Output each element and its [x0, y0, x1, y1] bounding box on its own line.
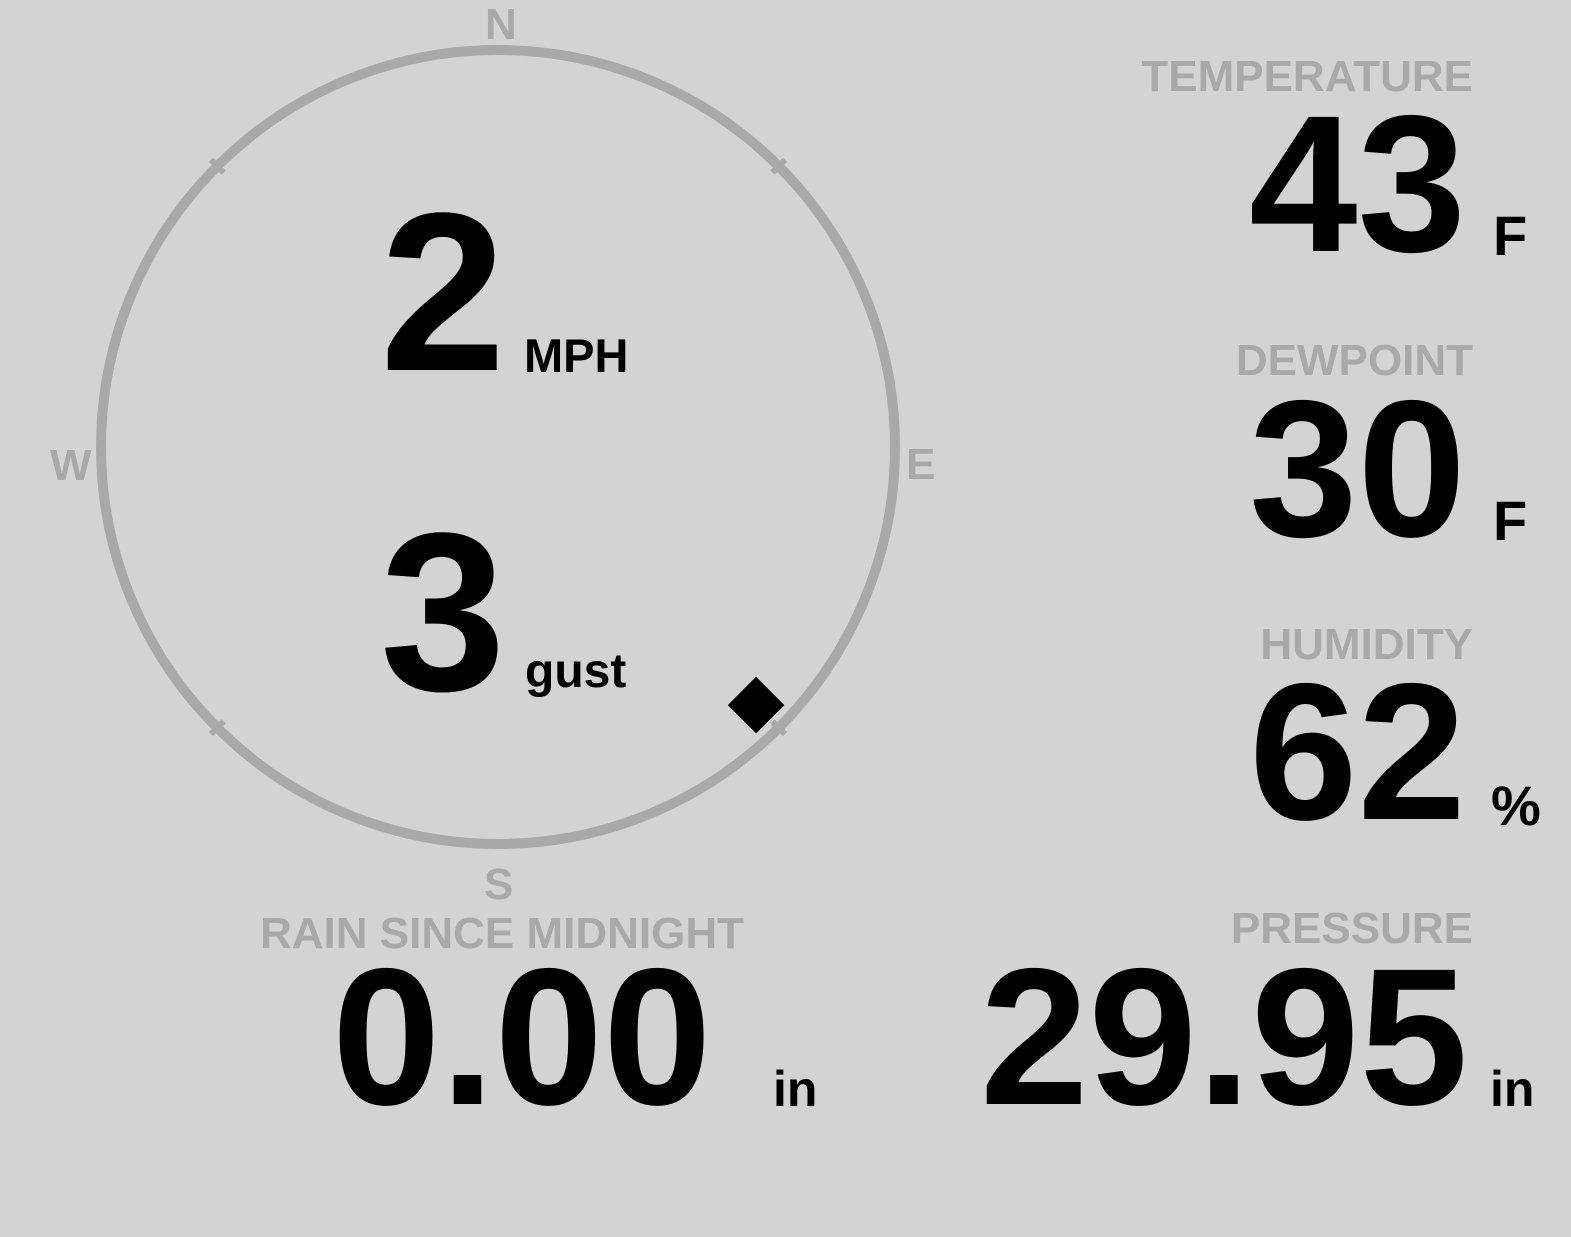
humidity-value: 62 [1249, 643, 1466, 861]
dewpoint-value: 30 [1249, 360, 1466, 578]
rain-label: RAIN SINCE MIDNIGHT [260, 909, 744, 958]
compass-north-label: N [485, 0, 517, 49]
compass-east-label: E [906, 440, 936, 489]
compass-tick [208, 719, 226, 737]
compass-tick [770, 157, 788, 175]
temperature-unit: F [1493, 204, 1528, 267]
wind-direction-marker-icon [727, 676, 785, 734]
pressure-label: PRESSURE [1230, 904, 1473, 953]
dewpoint-unit: F [1493, 489, 1528, 552]
dewpoint-label: DEWPOINT [1235, 336, 1473, 385]
humidity-label: HUMIDITY [1260, 620, 1473, 669]
compass-west-label: W [50, 441, 92, 490]
wind-gust-unit: gust [525, 645, 627, 698]
pressure-unit: in [1490, 1061, 1535, 1117]
wind-gust-value: 3 [380, 485, 506, 738]
wind-speed-unit: MPH [524, 329, 629, 382]
temperature-value: 43 [1249, 75, 1466, 293]
compass-south-label: S [484, 860, 514, 909]
compass-ring [96, 45, 900, 849]
compass-tick [770, 719, 788, 737]
pressure-value: 29.95 [980, 928, 1468, 1146]
temperature-label: TEMPERATURE [1141, 52, 1473, 101]
humidity-unit: % [1491, 774, 1541, 837]
compass-tick [208, 157, 226, 175]
rain-value: 0.00 [332, 928, 712, 1146]
wind-speed-value: 2 [380, 165, 506, 418]
rain-unit: in [773, 1061, 818, 1117]
